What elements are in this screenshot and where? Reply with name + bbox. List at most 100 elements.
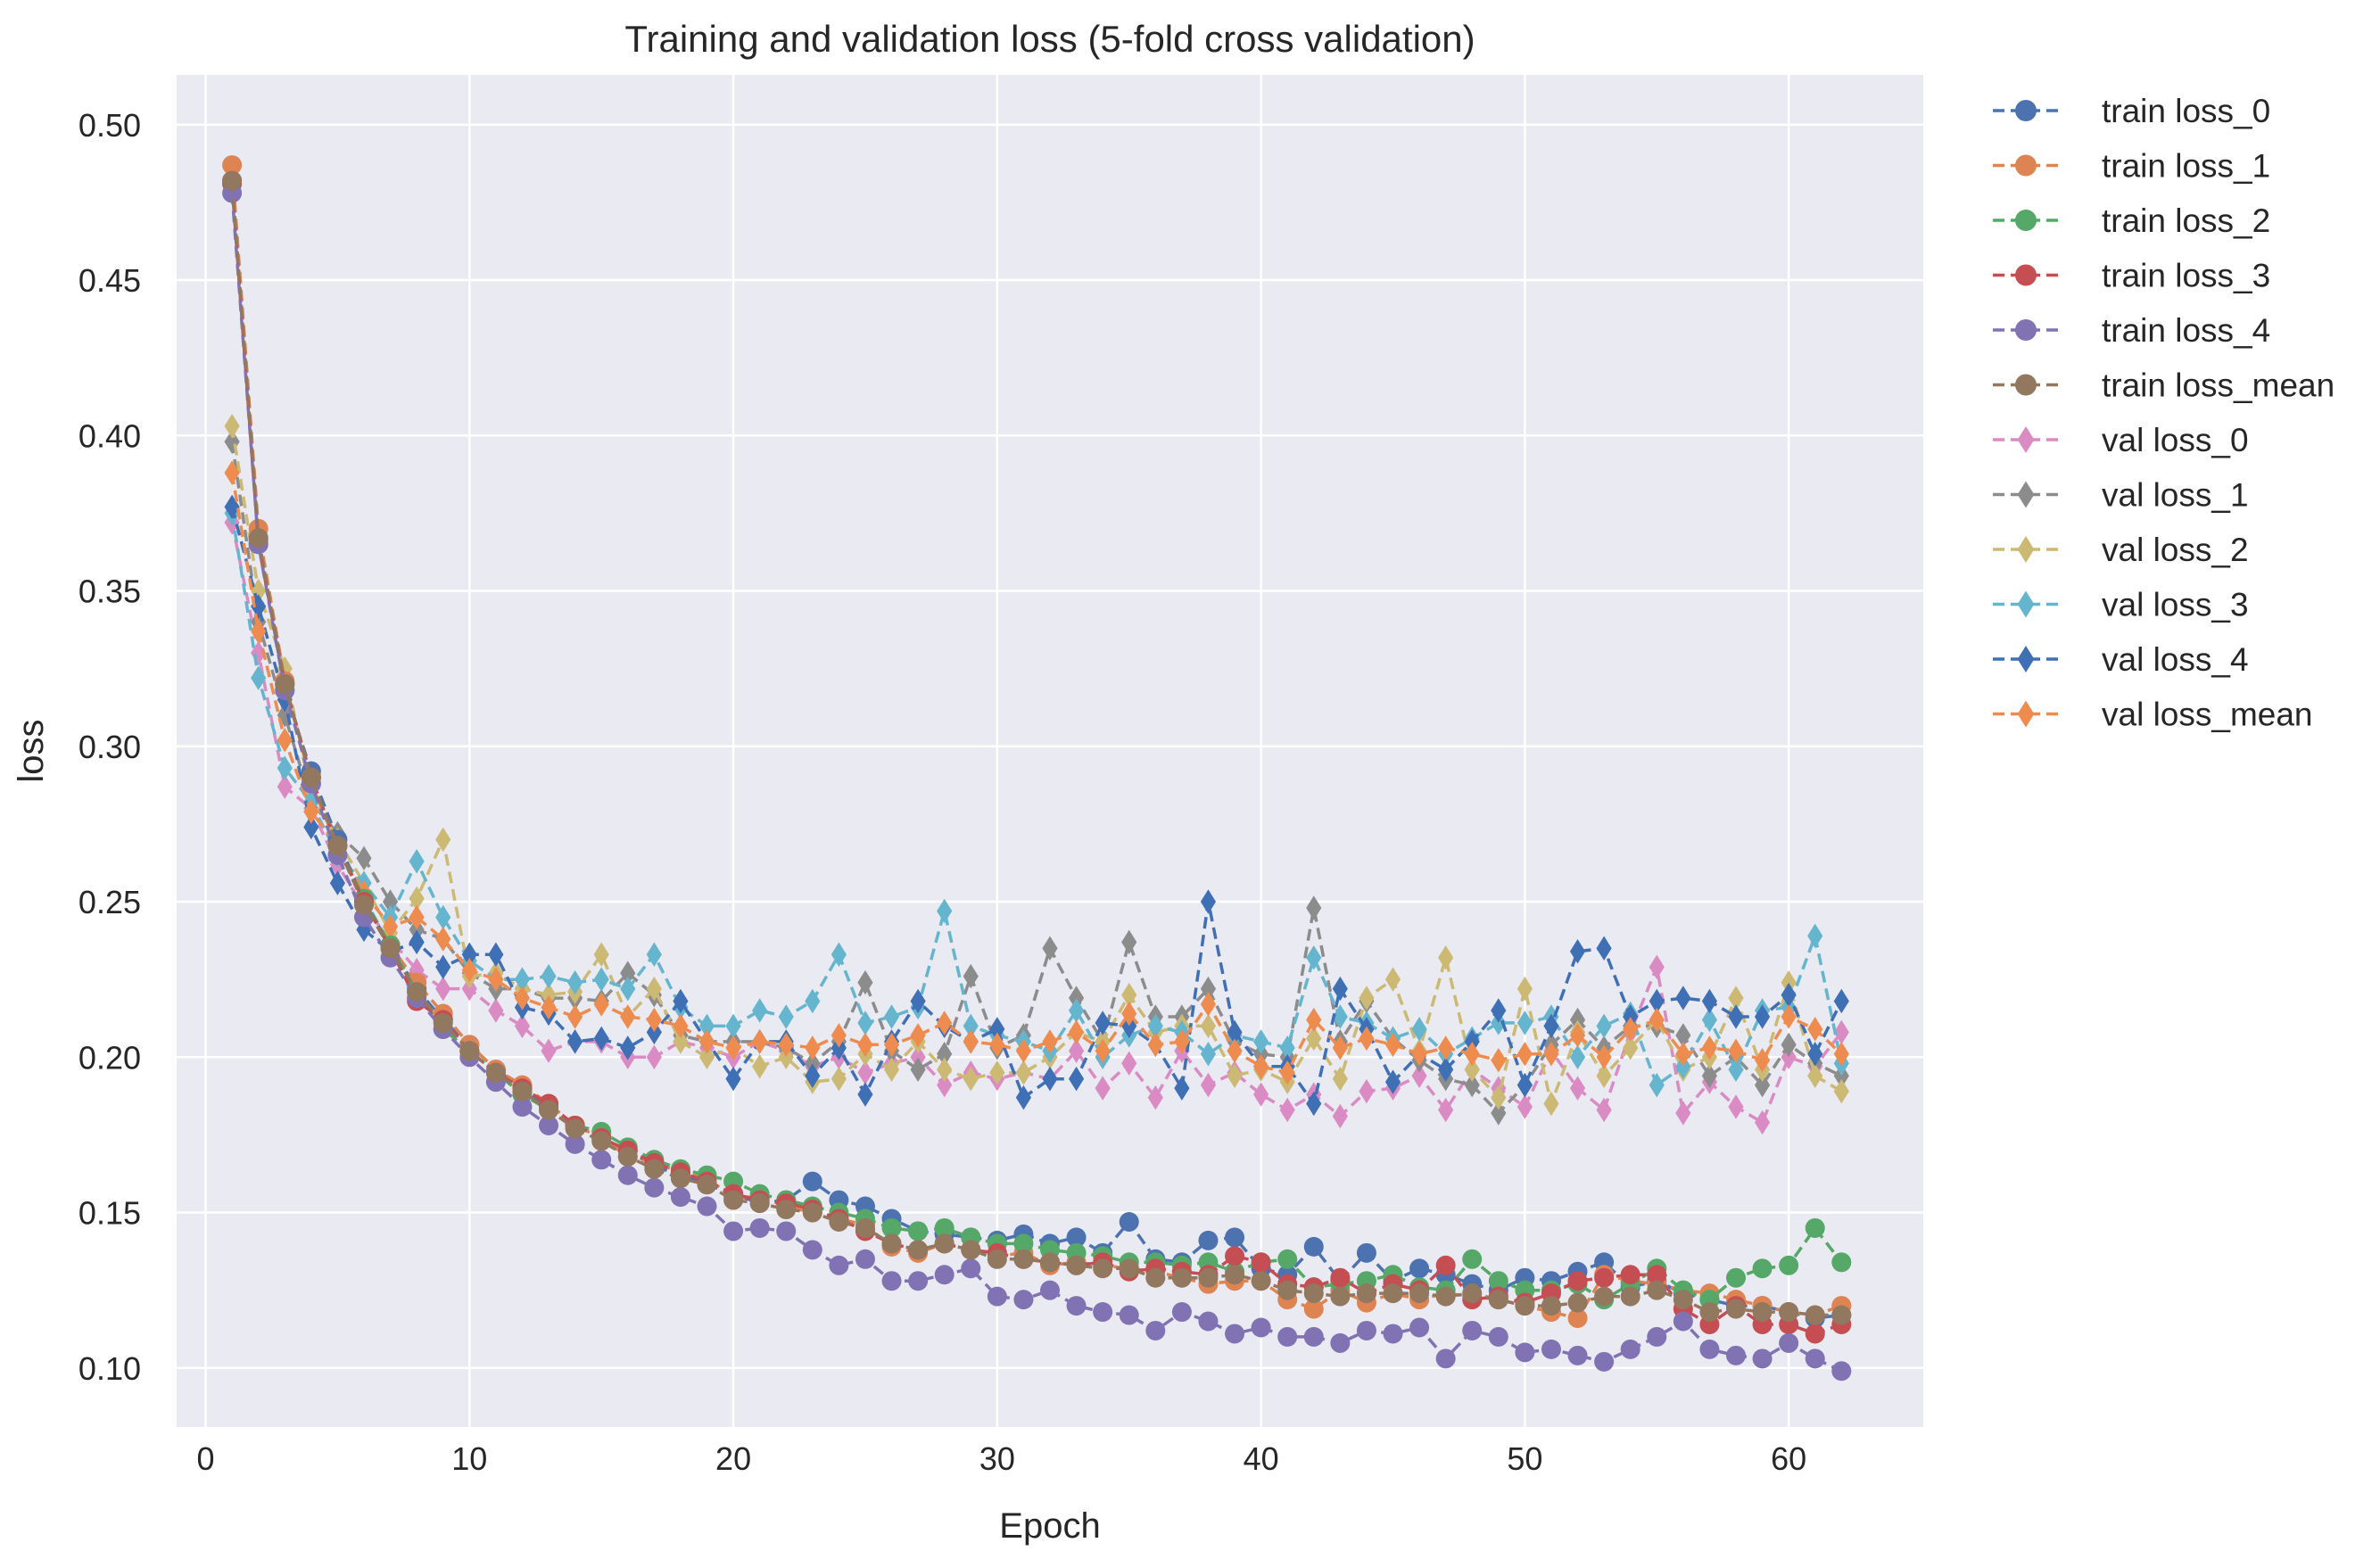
data-point [1491, 1101, 1507, 1126]
data-point [2015, 100, 2037, 121]
data-point [1623, 1035, 1639, 1060]
data-point [1491, 998, 1507, 1023]
data-point [1040, 1252, 1060, 1273]
data-point [673, 1029, 689, 1054]
y-tick-label: 0.25 [79, 884, 141, 920]
data-point [1119, 1305, 1139, 1325]
data-point [1332, 1103, 1348, 1129]
data-point [1596, 1044, 1612, 1070]
data-point [251, 619, 267, 644]
data-point [1279, 1097, 1295, 1123]
data-point [1596, 1097, 1612, 1123]
data-point [435, 954, 451, 979]
data-point [1303, 1283, 1324, 1304]
data-point [1435, 1255, 1456, 1275]
data-point [1253, 1029, 1269, 1054]
data-point [908, 1240, 929, 1260]
data-point [488, 942, 504, 968]
data-point [567, 969, 583, 995]
data-point [1438, 1035, 1454, 1060]
data-point [1095, 1076, 1111, 1101]
data-point [910, 1044, 926, 1070]
data-point [1435, 1349, 1456, 1369]
data-point [2017, 590, 2035, 618]
data-point [1068, 1038, 1085, 1064]
data-point [2015, 319, 2037, 341]
data-point [514, 967, 531, 992]
data-point [1227, 1019, 1243, 1045]
legend-label: train loss_2 [2102, 202, 2270, 239]
axis-ticks: 0 10 20 30 40 50 60 0.10 0.15 0.20 0.25 0.30 0.35 0.4… [79, 107, 1806, 1477]
data-point [593, 942, 609, 968]
data-point [1225, 1265, 1245, 1285]
data-point [1121, 929, 1137, 955]
data-point [1541, 1296, 1561, 1316]
data-point [1225, 1246, 1245, 1266]
data-point [1675, 1053, 1691, 1079]
data-point [1701, 1007, 1718, 1033]
legend-label: train loss_mean [2102, 367, 2335, 404]
data-point [1833, 1063, 1849, 1088]
data-point [488, 998, 504, 1023]
data-point [514, 986, 531, 1010]
data-point [461, 957, 477, 983]
data-point [1701, 988, 1718, 1014]
data-point [725, 1035, 741, 1060]
data-point [1649, 1007, 1665, 1033]
legend-label: val loss_1 [2102, 477, 2249, 514]
data-point [382, 914, 399, 939]
data-point [802, 1202, 822, 1223]
data-point [989, 1060, 1005, 1085]
y-tick-label: 0.40 [79, 417, 141, 454]
data-point [857, 1010, 873, 1035]
data-point [1306, 1026, 1322, 1052]
data-point [1095, 1038, 1111, 1064]
data-point [1359, 1026, 1375, 1052]
data-point [565, 1118, 585, 1139]
data-point [1567, 1271, 1588, 1291]
x-tick-label: 60 [1771, 1440, 1806, 1477]
data-point [1516, 1094, 1533, 1119]
data-point [1438, 1057, 1454, 1082]
data-point [725, 1013, 741, 1039]
y-tick-label: 0.15 [79, 1195, 141, 1232]
data-point [989, 1032, 1005, 1058]
data-point [855, 1217, 875, 1238]
data-point [1781, 1004, 1797, 1029]
data-point [1013, 1290, 1034, 1310]
data-point [1620, 1286, 1640, 1307]
data-point [857, 1032, 873, 1058]
data-point [1279, 1060, 1295, 1085]
data-point [1200, 1042, 1217, 1067]
data-point [1200, 1013, 1217, 1039]
data-point [855, 1249, 875, 1269]
data-point [461, 976, 477, 1002]
data-point [1543, 1091, 1559, 1117]
data-point [1726, 1299, 1747, 1319]
data-point [512, 1081, 533, 1101]
data-point [752, 998, 768, 1023]
data-point [1174, 1029, 1190, 1054]
legend-entry: train loss_mean [1993, 367, 2335, 404]
data-point [591, 1131, 612, 1151]
data-point [591, 1150, 612, 1170]
legend-entry: val loss_3 [1993, 587, 2249, 623]
data-point [275, 674, 295, 695]
data-point [961, 1258, 981, 1279]
data-point [1066, 1296, 1087, 1316]
data-point [805, 1063, 821, 1088]
series-line [230, 506, 1843, 1108]
data-point [1200, 889, 1217, 914]
legend-entry: val loss_2 [1993, 532, 2249, 568]
data-point [805, 988, 821, 1014]
data-point [1516, 1010, 1533, 1035]
data-point [1306, 945, 1322, 970]
data-point [1649, 988, 1665, 1014]
data-point [1121, 1001, 1137, 1027]
data-point [224, 460, 240, 485]
data-point [1833, 1078, 1849, 1104]
legend-label: train loss_3 [2102, 258, 2270, 294]
data-point [1752, 1349, 1773, 1369]
data-point [802, 1240, 822, 1260]
data-point [1623, 1004, 1639, 1029]
